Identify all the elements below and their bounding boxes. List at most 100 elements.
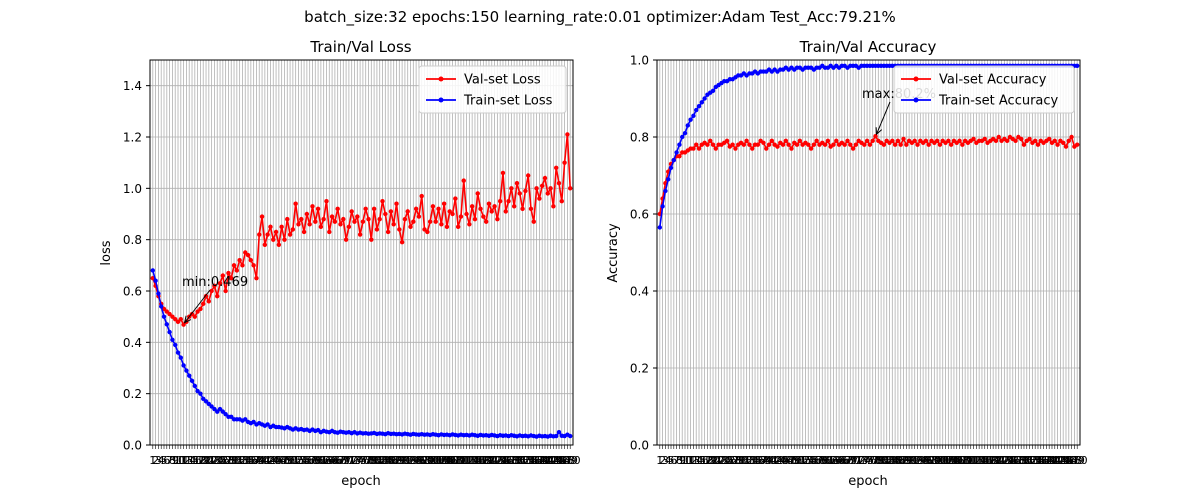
- loss-data-point: [217, 281, 223, 286]
- loss-data-point: [315, 206, 321, 212]
- accuracy-data-point: [708, 138, 713, 144]
- loss-xtick-label: 146: [548, 454, 569, 467]
- loss-xtick-label: 47: [275, 454, 289, 467]
- loss-xtick-label: 33: [235, 454, 249, 467]
- loss-xtick-label: 82: [373, 454, 387, 467]
- loss-data-point: [318, 224, 324, 230]
- loss-data-point: [562, 160, 567, 165]
- accuracy-xtick-label: 17: [698, 454, 712, 467]
- loss-data-point: [548, 186, 553, 191]
- loss-data-point: [489, 209, 494, 214]
- loss-xtick-label: 79: [364, 454, 378, 467]
- loss-data-point: [167, 329, 172, 335]
- accuracy-xtick-label: 143: [1047, 454, 1068, 467]
- accuracy-annotation-arrow: [876, 101, 891, 135]
- accuracy-xtick-label: 64: [829, 454, 843, 467]
- accuracy-data-point: [755, 142, 761, 147]
- loss-data-point: [360, 219, 366, 224]
- accuracy-xtick-label: 37: [754, 454, 768, 467]
- loss-annotation-label: min:0.469: [182, 275, 248, 290]
- loss-data-point: [307, 222, 312, 227]
- loss-xtick-label: 9: [172, 454, 179, 467]
- accuracy-data-point: [1027, 136, 1032, 142]
- accuracy-xtick-label: 91: [905, 454, 919, 467]
- accuracy-data-point: [1052, 138, 1057, 144]
- loss-xtick-label: 87: [387, 454, 401, 467]
- loss-data-point: [223, 288, 228, 294]
- loss-data-point: [181, 363, 186, 368]
- loss-ytick-label: 1.4: [123, 79, 142, 93]
- loss-data-point: [366, 216, 371, 222]
- loss-xtick-label: 114: [459, 454, 480, 467]
- accuracy-data-point: [834, 138, 839, 144]
- loss-xtick-label: 95: [409, 454, 423, 467]
- accuracy-xtick-label: 147: [1058, 454, 1079, 467]
- loss-data-point: [178, 317, 184, 322]
- accuracy-data-point: [1074, 142, 1080, 147]
- accuracy-xtick-label: 120: [983, 454, 1004, 467]
- accuracy-data-point: [691, 113, 696, 119]
- accuracy-data-point: [668, 165, 674, 170]
- accuracy-xtick-label: 140: [1039, 454, 1060, 467]
- loss-data-point: [175, 319, 181, 324]
- loss-data-point: [198, 391, 203, 396]
- loss-chart-ylabel: loss: [99, 240, 114, 265]
- loss-data-point: [293, 201, 298, 206]
- loss-xtick-label: 112: [453, 454, 474, 467]
- loss-xtick-label: 102: [425, 454, 446, 467]
- loss-xtick-label: 116: [464, 454, 485, 467]
- accuracy-xtick-label: 122: [988, 454, 1009, 467]
- accuracy-xtick-label: 29: [731, 454, 745, 467]
- loss-data-point: [475, 191, 480, 196]
- accuracy-xtick-label: 109: [952, 454, 973, 467]
- loss-data-point: [514, 181, 520, 186]
- loss-data-point: [545, 191, 550, 196]
- loss-xtick-label: 121: [478, 454, 499, 467]
- loss-xtick-label: 132: [509, 454, 530, 467]
- loss-xtick-label: 141: [534, 454, 555, 467]
- loss-xtick-label: 103: [428, 454, 449, 467]
- accuracy-data-point: [892, 142, 898, 147]
- loss-xtick-label: 52: [289, 454, 303, 467]
- accuracy-xtick-label: 132: [1016, 454, 1037, 467]
- accuracy-xtick-label: 24: [717, 454, 731, 467]
- accuracy-xtick-label: 14: [689, 454, 703, 467]
- loss-xtick-label: 24: [210, 454, 224, 467]
- loss-data-point: [369, 237, 374, 242]
- accuracy-xtick-label: 53: [798, 454, 812, 467]
- accuracy-xtick-label: 106: [943, 454, 964, 467]
- loss-xtick-label: 105: [434, 454, 455, 467]
- loss-data-point: [324, 198, 329, 204]
- loss-xtick-label: 145: [546, 454, 567, 467]
- accuracy-data-point: [867, 142, 873, 147]
- loss-xtick-label: 94: [406, 454, 420, 467]
- loss-xtick-label: 6: [163, 454, 170, 467]
- accuracy-data-point: [677, 154, 682, 159]
- loss-xtick-label: 19: [196, 454, 210, 467]
- loss-xtick-label: 35: [241, 454, 255, 467]
- loss-data-point: [377, 216, 382, 222]
- loss-xtick-label: 15: [185, 454, 199, 467]
- loss-data-point: [259, 214, 265, 219]
- loss-xtick-label: 58: [305, 454, 319, 467]
- loss-data-point: [461, 178, 466, 183]
- loss-xtick-label: 124: [487, 454, 508, 467]
- accuracy-legend-marker: [913, 76, 919, 82]
- loss-xtick-label: 142: [537, 454, 558, 467]
- accuracy-data-point: [688, 117, 693, 122]
- loss-data-point: [556, 429, 562, 435]
- accuracy-xtick-label: 3: [662, 454, 669, 467]
- accuracy-xtick-label: 23: [714, 454, 728, 467]
- loss-data-point: [201, 301, 206, 307]
- loss-data-point: [290, 227, 296, 232]
- loss-xtick-label: 1: [149, 454, 156, 467]
- loss-data-point: [349, 209, 354, 214]
- loss-data-point: [413, 206, 419, 212]
- loss-xtick-label: 99: [420, 454, 434, 467]
- accuracy-legend-marker: [913, 97, 919, 103]
- loss-data-point: [282, 237, 287, 242]
- loss-data-point: [240, 263, 245, 268]
- loss-data-point: [511, 204, 517, 209]
- accuracy-data-point: [862, 142, 867, 147]
- loss-xtick-label: 40: [255, 454, 269, 467]
